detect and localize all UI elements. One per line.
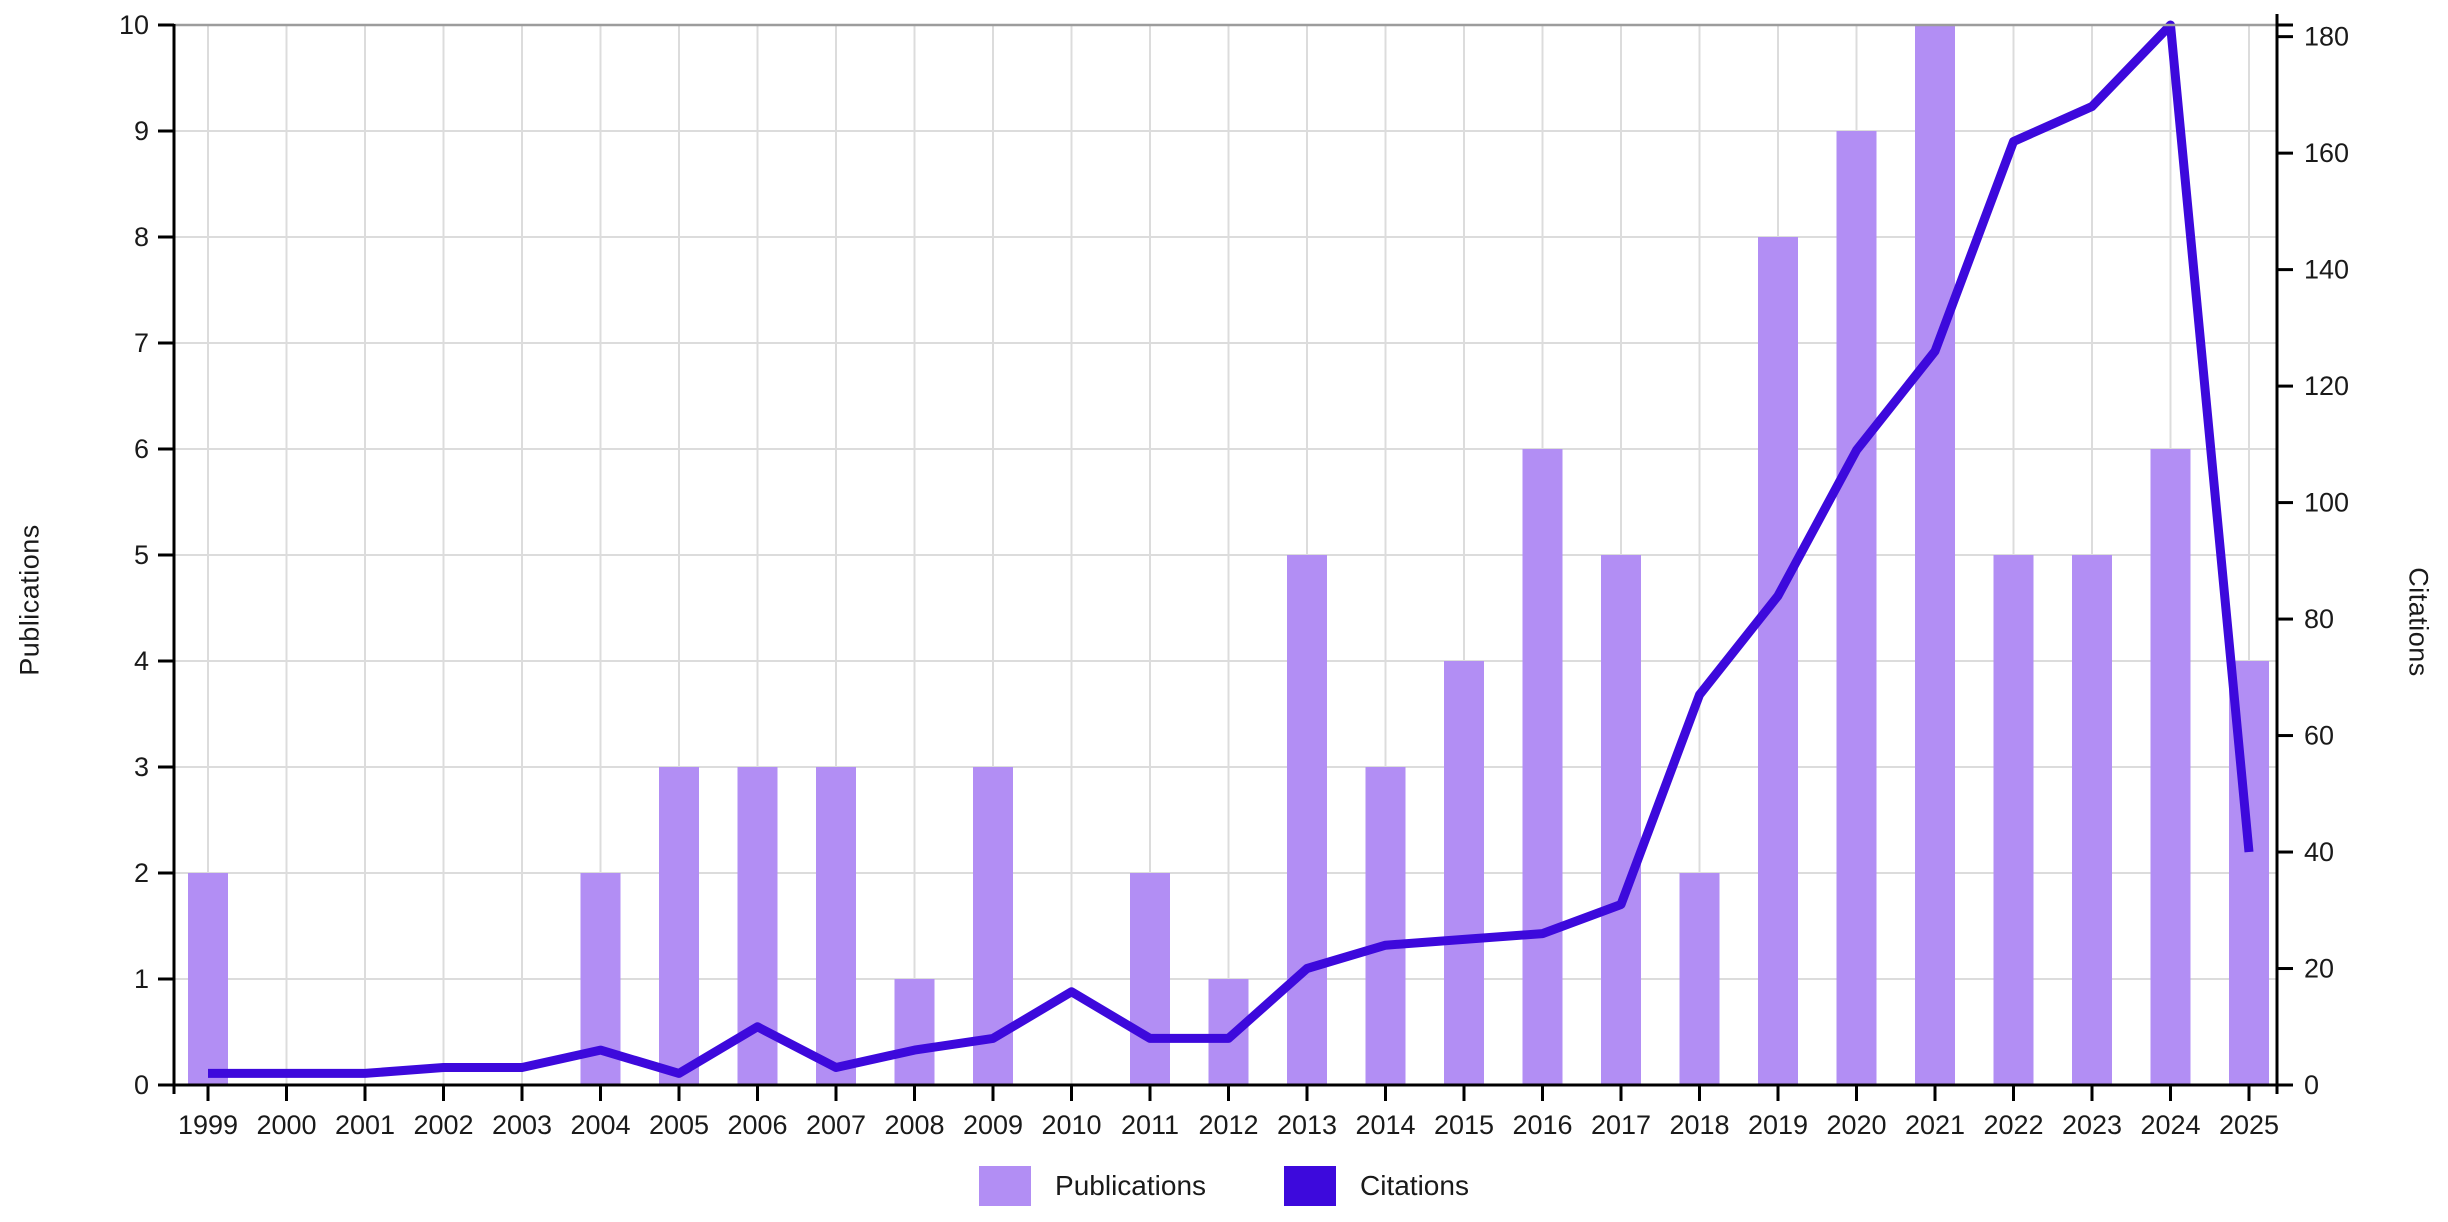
x-tick-label-2025: 2025 bbox=[2219, 1110, 2279, 1140]
publications-bar-2018 bbox=[1679, 873, 1720, 1085]
publications-bar-2017 bbox=[1601, 555, 1641, 1085]
x-tick-label-2016: 2016 bbox=[1512, 1110, 1572, 1140]
right-axis-title: Citations bbox=[2403, 567, 2434, 677]
x-tick-label-2014: 2014 bbox=[1355, 1110, 1415, 1140]
right-tick-label-20: 20 bbox=[2304, 954, 2334, 984]
x-tick-label-2020: 2020 bbox=[1826, 1110, 1886, 1140]
x-tick-label-2005: 2005 bbox=[649, 1110, 709, 1140]
right-tick-label-160: 160 bbox=[2304, 138, 2349, 168]
x-tick-label-2002: 2002 bbox=[413, 1110, 473, 1140]
left-tick-label-9: 9 bbox=[134, 116, 149, 146]
legend-item-publications: Publications bbox=[979, 1166, 1206, 1206]
x-tick-label-2012: 2012 bbox=[1198, 1110, 1258, 1140]
publications-bar-2022 bbox=[1993, 555, 2034, 1085]
publications-bar-2015 bbox=[1444, 661, 1484, 1085]
right-tick-label-180: 180 bbox=[2304, 22, 2349, 52]
right-tick-label-60: 60 bbox=[2304, 721, 2334, 751]
publications-bar-2014 bbox=[1365, 767, 1406, 1085]
x-tick-label-2009: 2009 bbox=[963, 1110, 1023, 1140]
left-tick-label-10: 10 bbox=[119, 10, 149, 40]
publications-bar-2016 bbox=[1522, 449, 1563, 1085]
x-tick-label-2024: 2024 bbox=[2140, 1110, 2200, 1140]
citations-legend-label: Citations bbox=[1360, 1170, 1469, 1201]
publications-bar-2021 bbox=[1915, 25, 1955, 1085]
left-tick-label-2: 2 bbox=[134, 858, 149, 888]
left-tick-label-8: 8 bbox=[134, 222, 149, 252]
left-tick-label-7: 7 bbox=[134, 328, 149, 358]
x-tick-label-2011: 2011 bbox=[1121, 1110, 1179, 1140]
x-tick-label-2019: 2019 bbox=[1748, 1110, 1808, 1140]
x-tick-label-2004: 2004 bbox=[570, 1110, 630, 1140]
publications-bar-2011 bbox=[1130, 873, 1170, 1085]
x-tick-label-2001: 2001 bbox=[335, 1110, 395, 1140]
publications-legend-label: Publications bbox=[1055, 1170, 1207, 1201]
publications-bar-1999 bbox=[188, 873, 228, 1085]
x-tick-label-2018: 2018 bbox=[1669, 1110, 1729, 1140]
right-tick-label-0: 0 bbox=[2304, 1070, 2319, 1100]
legend-item-citations: Citations bbox=[1284, 1166, 1469, 1206]
left-tick-label-0: 0 bbox=[134, 1070, 149, 1100]
legend: Publications Citations bbox=[0, 1156, 2448, 1216]
citations-line bbox=[208, 20, 2254, 1078]
publications-bar-2007 bbox=[816, 767, 856, 1085]
right-tick-label-140: 140 bbox=[2304, 255, 2349, 285]
x-tick-label-2006: 2006 bbox=[727, 1110, 787, 1140]
citations-legend-swatch bbox=[1284, 1166, 1337, 1206]
left-tick-label-5: 5 bbox=[134, 540, 149, 570]
left-axis-title: Publications bbox=[14, 524, 45, 676]
x-tick-label-2022: 2022 bbox=[1983, 1110, 2043, 1140]
left-tick-label-3: 3 bbox=[134, 752, 149, 782]
right-tick-label-120: 120 bbox=[2304, 371, 2349, 401]
publications-bar-2024 bbox=[2150, 449, 2191, 1085]
x-tick-label-2021: 2021 bbox=[1905, 1110, 1965, 1140]
x-tick-label-2007: 2007 bbox=[806, 1110, 866, 1140]
left-tick-label-4: 4 bbox=[134, 646, 149, 676]
x-tick-label-2003: 2003 bbox=[492, 1110, 552, 1140]
publications-bar-2012 bbox=[1208, 979, 1249, 1085]
publications-bar-2020 bbox=[1836, 131, 1877, 1085]
x-tick-label-1999: 1999 bbox=[178, 1110, 238, 1140]
publications-bar-2005 bbox=[659, 767, 699, 1085]
publications-bar-2023 bbox=[2072, 555, 2112, 1085]
left-tick-label-1: 1 bbox=[134, 964, 149, 994]
x-tick-label-2010: 2010 bbox=[1041, 1110, 1101, 1140]
right-tick-label-100: 100 bbox=[2304, 488, 2349, 518]
x-tick-label-2000: 2000 bbox=[256, 1110, 316, 1140]
right-tick-label-80: 80 bbox=[2304, 604, 2334, 634]
publications-bar-2008 bbox=[894, 979, 935, 1085]
right-tick-label-40: 40 bbox=[2304, 837, 2334, 867]
x-tick-label-2017: 2017 bbox=[1591, 1110, 1651, 1140]
left-tick-label-6: 6 bbox=[134, 434, 149, 464]
x-tick-label-2008: 2008 bbox=[884, 1110, 944, 1140]
x-tick-label-2013: 2013 bbox=[1277, 1110, 1337, 1140]
x-tick-label-2023: 2023 bbox=[2062, 1110, 2122, 1140]
x-tick-label-2015: 2015 bbox=[1434, 1110, 1494, 1140]
publications-bar-2013 bbox=[1287, 555, 1327, 1085]
publications-legend-swatch bbox=[979, 1166, 1032, 1206]
publications-bar-2019 bbox=[1758, 237, 1798, 1085]
